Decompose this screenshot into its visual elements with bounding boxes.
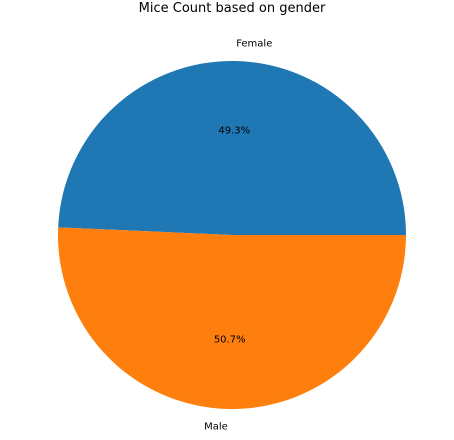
chart-title: Mice Count based on gender: [139, 1, 326, 16]
slice-label-male: Male: [204, 421, 228, 432]
pie-labels: Female 49.3% Male 50.7%: [204, 39, 272, 433]
slice-percent-male: 50.7%: [214, 334, 246, 345]
slice-label-female: Female: [236, 39, 272, 50]
pie-slice-female: [58, 61, 406, 236]
pie-slice-male: [57, 227, 406, 410]
pie-slices: [57, 61, 406, 410]
slice-percent-female: 49.3%: [218, 126, 250, 137]
